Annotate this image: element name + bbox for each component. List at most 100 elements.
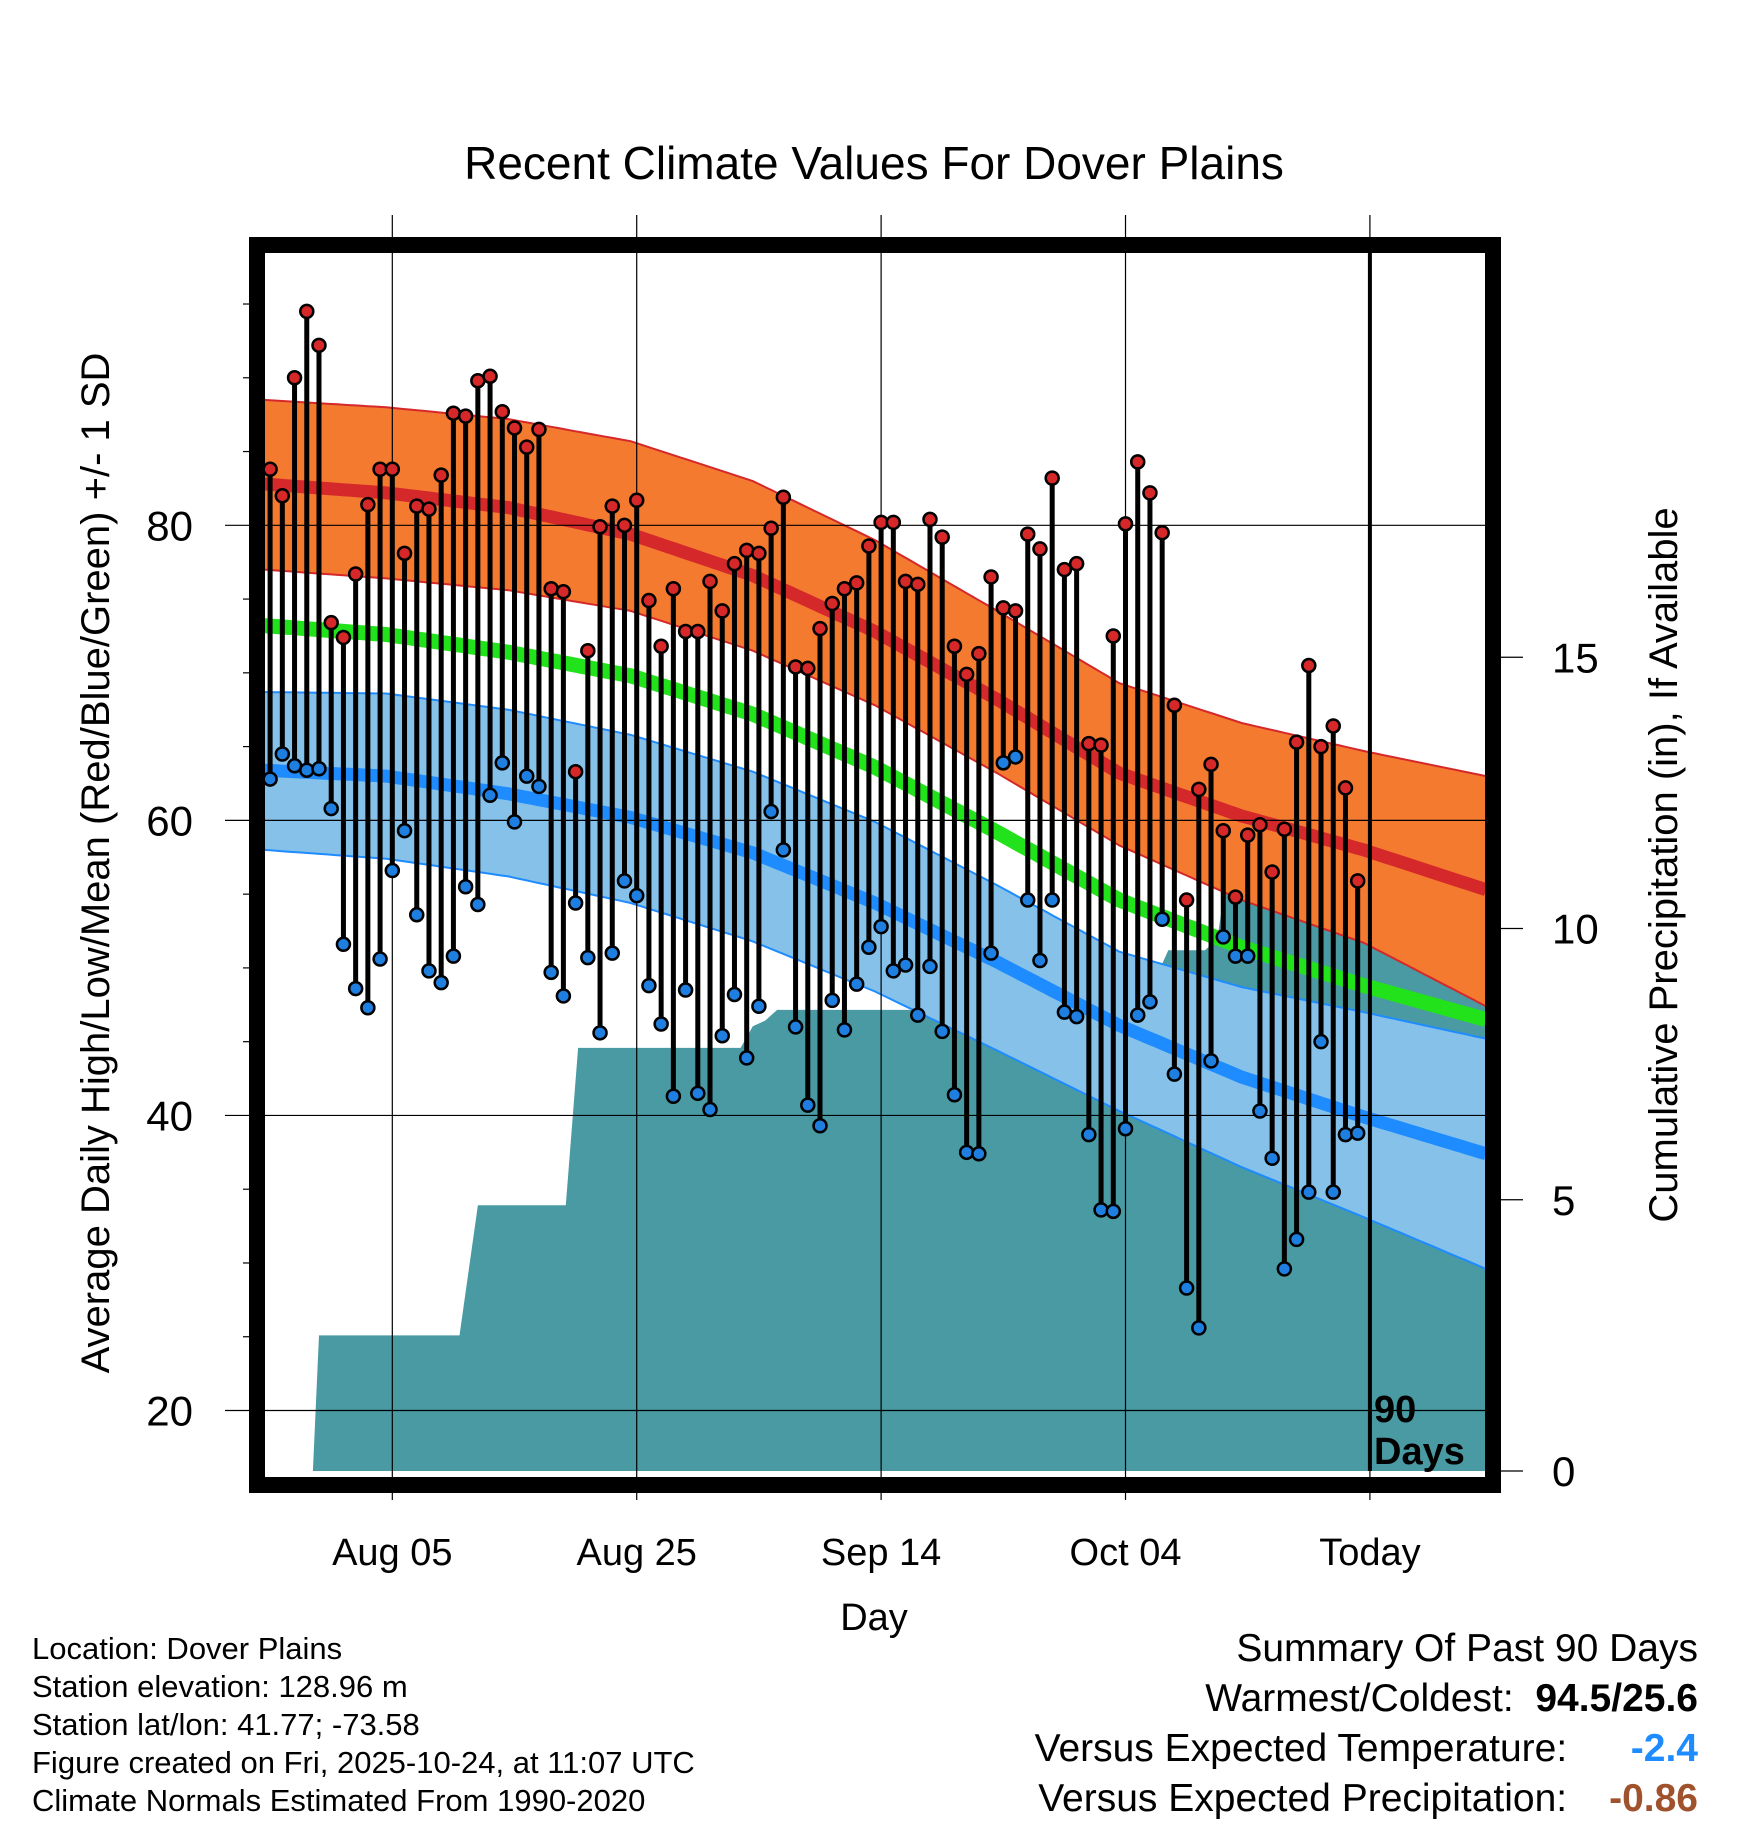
daily-high-point bbox=[1239, 827, 1256, 843]
warmest-label: Warmest/Coldest: bbox=[1205, 1677, 1514, 1720]
daily-high-point bbox=[262, 461, 278, 478]
daily-high-point bbox=[1129, 454, 1146, 470]
temp-anomaly-row: Versus Expected Temperature: -2.4 bbox=[1035, 1724, 1698, 1774]
plot-frame bbox=[249, 237, 1501, 1493]
daily-high-point bbox=[800, 660, 816, 677]
daily-high-point bbox=[751, 545, 767, 562]
y2-tick-label: 5 bbox=[1552, 1177, 1575, 1224]
daily-high-point bbox=[311, 337, 327, 354]
high-sd-band bbox=[264, 399, 1486, 1007]
axes: 20 40 60 80 0 5 10 15 Aug 05 Aug 25 Sep 14 Oct 04 To… bbox=[146, 303, 1599, 1574]
warmest-value: 94.5/25.6 bbox=[1535, 1677, 1698, 1720]
daily-high-point bbox=[1154, 524, 1170, 541]
daily-low-point bbox=[1325, 1184, 1341, 1200]
daily-low-point bbox=[885, 963, 902, 979]
precip-anomaly-row: Versus Expected Precipitation: -0.86 bbox=[1035, 1774, 1698, 1824]
normals-text: Climate Normals Estimated From 1990-2020 bbox=[32, 1783, 646, 1818]
y-tick-label: 20 bbox=[146, 1388, 193, 1435]
daily-low-point bbox=[1068, 1008, 1085, 1025]
daily-low-point bbox=[714, 1028, 730, 1044]
daily-high-point bbox=[665, 581, 682, 597]
daily-high-point bbox=[824, 595, 840, 612]
precip-anomaly-value: -0.86 bbox=[1609, 1777, 1698, 1820]
created-text: Figure created on Fri, 2025-10-24, at 11… bbox=[32, 1745, 695, 1780]
daily-low-point bbox=[372, 951, 388, 967]
daily-high-point bbox=[1007, 603, 1024, 619]
daily-high-point bbox=[274, 488, 291, 504]
x-tick-label: Aug 25 bbox=[576, 1532, 696, 1574]
x-tick-label: Sep 14 bbox=[821, 1532, 941, 1574]
daily-high-point bbox=[1105, 628, 1122, 644]
daily-high-point bbox=[1068, 555, 1085, 572]
daily-low-point bbox=[812, 1118, 828, 1134]
daily-high-point bbox=[910, 576, 926, 593]
daily-low-point bbox=[1313, 1033, 1329, 1050]
daily-high-point bbox=[775, 489, 792, 506]
x-tick-label: Oct 04 bbox=[1070, 1532, 1182, 1574]
daily-low-point bbox=[421, 963, 437, 979]
y2-tick-label: 10 bbox=[1552, 906, 1599, 953]
daily-low-point bbox=[299, 762, 315, 778]
daily-high-point bbox=[714, 603, 730, 619]
daily-low-point bbox=[995, 755, 1012, 771]
temp-anomaly-label: Versus Expected Temperature: bbox=[1034, 1727, 1568, 1770]
daily-low-point bbox=[567, 895, 584, 911]
station-info: Location: Dover Plains Station elevation… bbox=[32, 1630, 695, 1820]
daily-low-point bbox=[922, 958, 938, 975]
daily-low-point bbox=[616, 873, 633, 889]
daily-high-point bbox=[360, 496, 376, 513]
daily-low-point bbox=[384, 862, 401, 879]
daily-high-point bbox=[604, 498, 621, 514]
daily-low-point bbox=[494, 755, 511, 771]
daily-low-point bbox=[1178, 1280, 1195, 1296]
daily-high-point bbox=[971, 645, 987, 662]
daily-low-point bbox=[641, 977, 657, 994]
daily-low-point bbox=[1166, 1066, 1183, 1082]
daily-low-point bbox=[262, 771, 278, 787]
daily-high-point bbox=[445, 405, 462, 421]
daily-high-point bbox=[1166, 697, 1183, 714]
daily-low-point bbox=[1301, 1184, 1317, 1200]
daily-low-point bbox=[1020, 892, 1036, 908]
daily-high-point bbox=[457, 408, 474, 424]
daily-high-point bbox=[738, 542, 755, 559]
y2-tick-label: 15 bbox=[1552, 634, 1599, 681]
daily-low-point bbox=[592, 1025, 608, 1041]
daily-high-point bbox=[1301, 657, 1317, 674]
daily-low-point bbox=[323, 800, 339, 817]
daily-high-point bbox=[299, 303, 315, 320]
daily-low-point bbox=[836, 1022, 853, 1038]
daily-high-point bbox=[1337, 780, 1354, 796]
y2-tick-label: 0 bbox=[1552, 1448, 1575, 1495]
daily-low-point bbox=[775, 842, 792, 858]
daily-high-point bbox=[1215, 822, 1232, 839]
low-sd-band bbox=[264, 692, 1486, 1269]
daily-low-point bbox=[848, 976, 865, 992]
daily-low-point bbox=[946, 1087, 963, 1103]
daily-low-point bbox=[910, 1007, 926, 1023]
daily-high-point bbox=[433, 467, 449, 483]
daily-low-point bbox=[751, 998, 767, 1015]
daily-high-point bbox=[1191, 781, 1207, 798]
daily-high-point bbox=[1032, 541, 1048, 557]
daily-low-point bbox=[983, 945, 999, 961]
daily-high-point bbox=[580, 642, 596, 659]
daily-low-point bbox=[531, 778, 547, 795]
daily-high-point bbox=[421, 501, 437, 517]
daily-low-point bbox=[1154, 911, 1170, 927]
daily-low-point bbox=[1129, 1007, 1146, 1023]
today-note-number: 90 bbox=[1374, 1389, 1416, 1431]
daily-high-point bbox=[690, 623, 706, 640]
daily-low-point bbox=[702, 1101, 718, 1118]
daily-high-point bbox=[286, 370, 303, 386]
daily-high-point bbox=[531, 421, 547, 438]
plot-area bbox=[264, 398, 1486, 1471]
daily-markers bbox=[262, 303, 1366, 1336]
daily-low-point bbox=[628, 887, 645, 904]
daily-low-point bbox=[1276, 1261, 1293, 1277]
daily-low-point bbox=[934, 1023, 950, 1040]
y-axis-label: Average Daily High/Low/Mean (Red/Blue/Gr… bbox=[74, 353, 118, 1374]
daily-low-point bbox=[555, 988, 572, 1004]
daily-high-point bbox=[1203, 756, 1219, 773]
daily-high-point bbox=[335, 629, 352, 646]
